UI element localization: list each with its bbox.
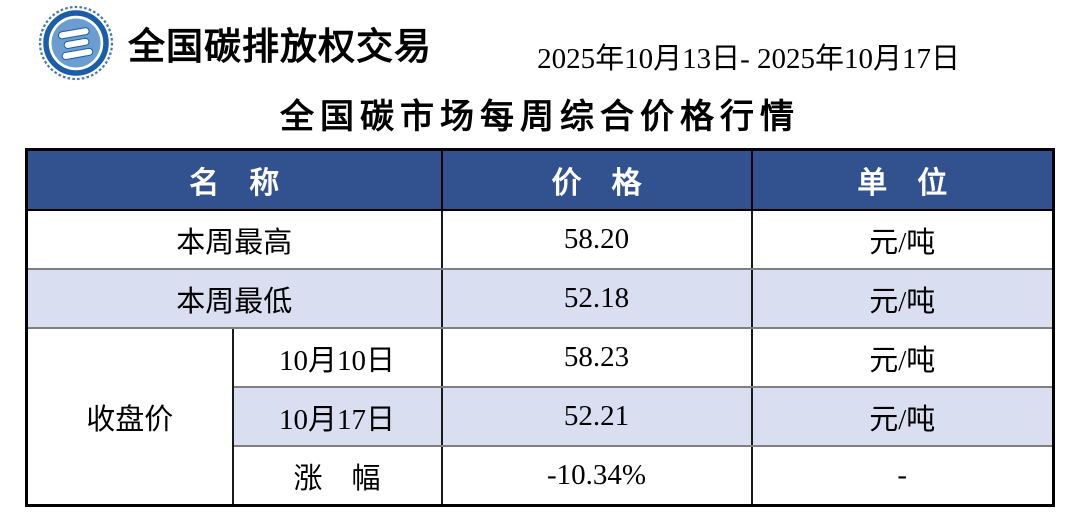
cell-unit: 元/吨 <box>750 209 1055 270</box>
table-row-week-low: 本周最低 52.18 元/吨 <box>25 268 1055 329</box>
date-range: 2025年10月13日- 2025年10月17日 <box>537 43 960 75</box>
cell-unit: 元/吨 <box>750 386 1055 447</box>
column-header-name: 名 称 <box>25 148 443 211</box>
cell-unit: - <box>750 445 1055 507</box>
cell-price: 52.18 <box>440 268 753 329</box>
cell-name: 10月17日 <box>231 386 443 447</box>
table-header-row: 名 称 价 格 单 位 <box>25 148 1055 211</box>
top-header: 全国碳排放权交易 2025年10月13日- 2025年10月17日 <box>0 0 1080 81</box>
brand-title: 全国碳排放权交易 <box>128 27 432 68</box>
table-row-change: 涨 幅 -10.34% - <box>27 445 1055 507</box>
cell-name: 涨 幅 <box>231 445 443 507</box>
table-row-week-high: 本周最高 58.20 元/吨 <box>25 209 1055 270</box>
cell-name: 本周最低 <box>25 268 443 329</box>
cell-price: 58.23 <box>440 327 753 388</box>
page: 全国碳排放权交易 2025年10月13日- 2025年10月17日 全国碳市场每… <box>0 0 1080 507</box>
weekly-price-table: 名 称 价 格 单 位 本周最高 58.20 元/吨 本周最低 52.18 元/… <box>25 148 1055 507</box>
page-title: 全国碳市场每周综合价格行情 <box>280 99 800 136</box>
column-header-price: 价 格 <box>440 148 753 211</box>
cell-unit: 元/吨 <box>750 327 1055 388</box>
cell-group-closing-price: 收盘价 <box>25 327 234 507</box>
cell-name: 10月10日 <box>231 327 443 388</box>
table-row-close-oct10: 收盘价 10月10日 58.23 元/吨 <box>25 327 1055 507</box>
carbon-exchange-logo-icon <box>38 5 114 81</box>
cell-unit: 元/吨 <box>750 268 1055 329</box>
column-header-unit: 单 位 <box>750 148 1055 211</box>
cell-price: 58.20 <box>440 209 753 270</box>
cell-name: 本周最高 <box>25 209 443 270</box>
table-row-close-oct17: 10月17日 52.21 元/吨 <box>27 386 1055 447</box>
cell-price: 52.21 <box>440 386 753 447</box>
brand: 全国碳排放权交易 <box>38 5 432 81</box>
cell-price: -10.34% <box>440 445 753 507</box>
